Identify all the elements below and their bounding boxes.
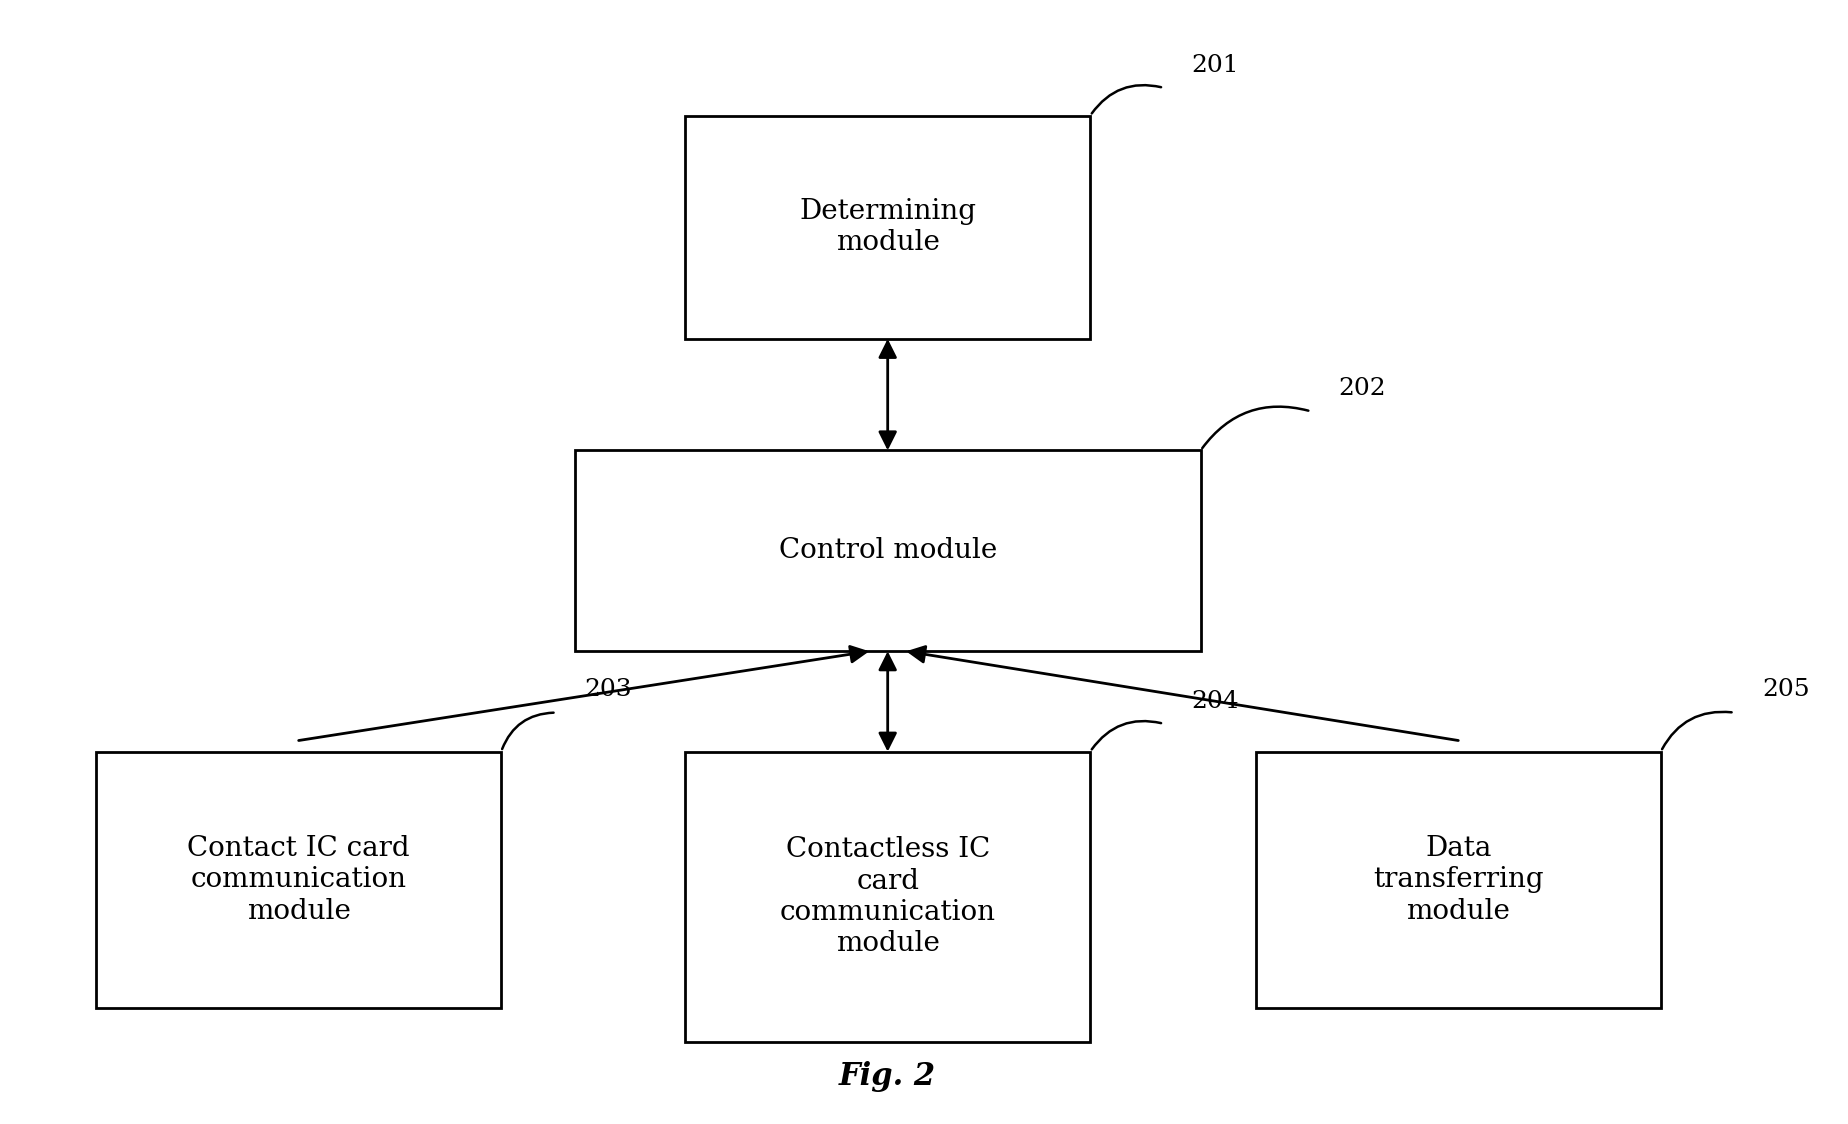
Text: 204: 204 <box>1190 690 1238 713</box>
Text: Contactless IC
card
communication
module: Contactless IC card communication module <box>780 836 996 957</box>
Text: 205: 205 <box>1761 679 1809 701</box>
Text: Fig. 2: Fig. 2 <box>839 1061 935 1091</box>
Text: 203: 203 <box>584 679 632 701</box>
FancyArrowPatch shape <box>880 342 894 447</box>
Text: Contact IC card
communication
module: Contact IC card communication module <box>187 835 410 925</box>
FancyArrowPatch shape <box>880 654 894 749</box>
Text: Data
transferring
module: Data transferring module <box>1373 835 1543 925</box>
FancyArrowPatch shape <box>299 646 865 741</box>
Bar <box>575 451 1199 651</box>
Bar <box>686 116 1090 338</box>
Bar <box>1255 752 1660 1008</box>
Text: 201: 201 <box>1190 54 1238 76</box>
Text: Control module: Control module <box>778 537 996 564</box>
FancyArrowPatch shape <box>909 646 1458 741</box>
Text: 202: 202 <box>1338 378 1386 400</box>
Bar <box>96 752 501 1008</box>
Text: Determining
module: Determining module <box>798 198 976 256</box>
Bar <box>686 752 1090 1042</box>
